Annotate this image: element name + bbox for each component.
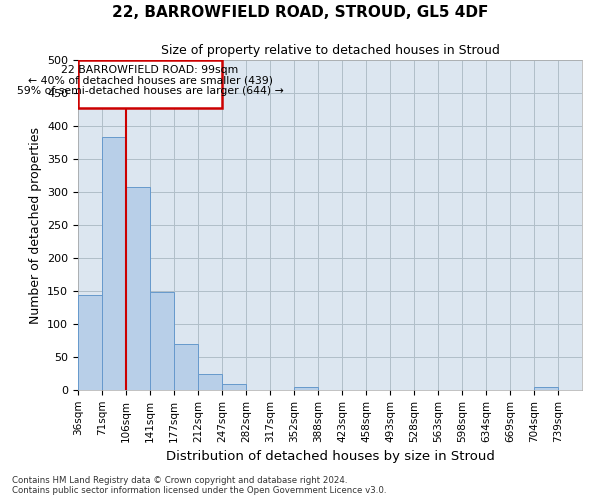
Bar [534, 386, 558, 390]
Y-axis label: Number of detached properties: Number of detached properties [29, 126, 41, 324]
Text: Contains HM Land Registry data © Crown copyright and database right 2024.
Contai: Contains HM Land Registry data © Crown c… [12, 476, 386, 495]
X-axis label: Distribution of detached houses by size in Stroud: Distribution of detached houses by size … [166, 450, 494, 463]
Bar [78, 295, 102, 390]
Text: 22, BARROWFIELD ROAD, STROUD, GL5 4DF: 22, BARROWFIELD ROAD, STROUD, GL5 4DF [112, 5, 488, 20]
Bar [78, 60, 222, 108]
Title: Size of property relative to detached houses in Stroud: Size of property relative to detached ho… [161, 44, 499, 58]
Text: 22 BARROWFIELD ROAD: 99sqm: 22 BARROWFIELD ROAD: 99sqm [61, 66, 239, 76]
Bar [174, 344, 198, 390]
Text: ← 40% of detached houses are smaller (439): ← 40% of detached houses are smaller (43… [28, 76, 272, 86]
Text: 59% of semi-detached houses are larger (644) →: 59% of semi-detached houses are larger (… [17, 86, 283, 97]
Bar [102, 137, 126, 390]
Bar [294, 386, 318, 390]
Bar [126, 188, 150, 390]
Bar [198, 374, 222, 390]
Bar [150, 292, 173, 390]
Bar [222, 384, 246, 390]
